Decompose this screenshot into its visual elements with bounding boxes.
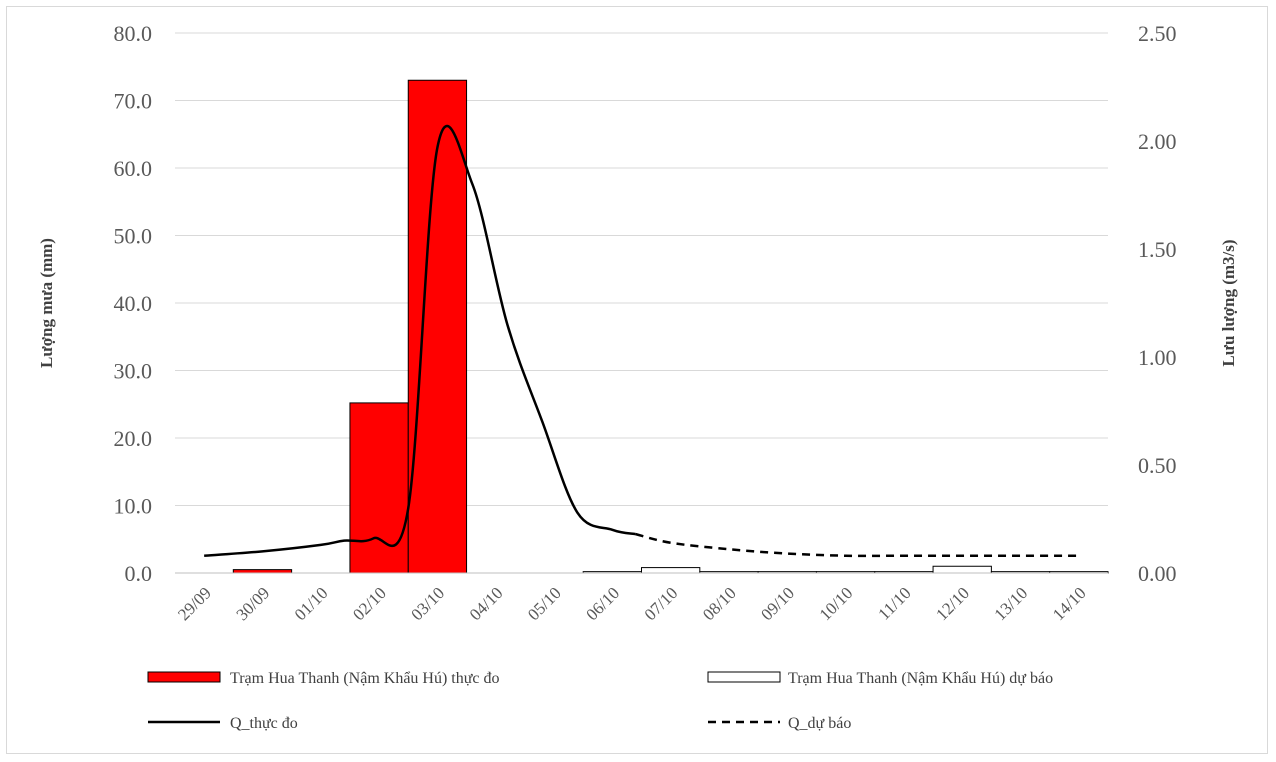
bar [407, 79, 468, 574]
y-right-tick-label: 2.50 [1138, 21, 1177, 46]
legend-label: Q_dự báo [788, 715, 851, 732]
y-left-tick-label: 30.0 [114, 359, 153, 384]
legend-label: Q_thực đo [230, 715, 298, 732]
y-right-tick-label: 2.00 [1138, 129, 1177, 154]
x-tick-label: 04/10 [466, 583, 507, 624]
x-tick-label: 03/10 [407, 583, 448, 624]
y-right-axis-label: Lưu lượng (m3/s) [1219, 239, 1238, 366]
legend: Trạm Hua Thanh (Nậm Khẩu Hú) thực đo Trạm… [147, 670, 1053, 732]
gridlines [175, 32, 1108, 574]
bars [232, 79, 1109, 574]
y-right-tick-label: 1.50 [1138, 237, 1177, 262]
x-tick-label: 11/10 [874, 583, 914, 623]
y-left-tick-label: 70.0 [114, 89, 153, 114]
bar [932, 565, 992, 574]
series-line [635, 532, 1079, 558]
x-tick-label: 29/09 [174, 583, 215, 624]
x-tick-label: 07/10 [641, 583, 682, 624]
y-left-tick-label: 20.0 [114, 426, 153, 451]
series-line [204, 124, 636, 557]
x-tick-label: 14/10 [1049, 583, 1090, 624]
y-left-tick-label: 50.0 [114, 224, 153, 249]
legend-swatch [147, 671, 221, 683]
x-tick-label: 09/10 [757, 583, 798, 624]
y-left-tick-label: 10.0 [114, 494, 153, 519]
legend-swatch [707, 671, 781, 683]
x-tick-label: 01/10 [291, 583, 332, 624]
y-right-tick-label: 1.00 [1138, 345, 1177, 370]
bar [232, 569, 293, 574]
x-tick-label: 06/10 [582, 583, 623, 624]
bar [349, 402, 409, 574]
x-tick-label: 08/10 [699, 583, 740, 624]
chart-frame [6, 6, 1268, 754]
x-tick-label: 05/10 [524, 583, 565, 624]
y-right-tick-label: 0.50 [1138, 453, 1177, 478]
x-tick-label: 02/10 [349, 583, 390, 624]
lines [204, 124, 1079, 558]
x-tick-label: 30/09 [232, 583, 273, 624]
y-left-axis-label: Lượng mưa (mm) [37, 238, 56, 368]
y-left-tick-label: 80.0 [114, 21, 153, 46]
legend-label: Trạm Hua Thanh (Nậm Khẩu Hú) dự báo [788, 670, 1053, 687]
y-right-tick-label: 0.00 [1138, 561, 1177, 586]
y-left-tick-label: 0.0 [125, 561, 153, 586]
x-tick-label: 12/10 [932, 583, 973, 624]
bar [641, 567, 701, 574]
y-left-tick-label: 40.0 [114, 291, 153, 316]
x-tick-label: 13/10 [991, 583, 1032, 624]
y-left-tick-label: 60.0 [114, 156, 153, 181]
x-tick-label: 10/10 [816, 583, 857, 624]
legend-label: Trạm Hua Thanh (Nậm Khẩu Hú) thực đo [230, 670, 500, 687]
